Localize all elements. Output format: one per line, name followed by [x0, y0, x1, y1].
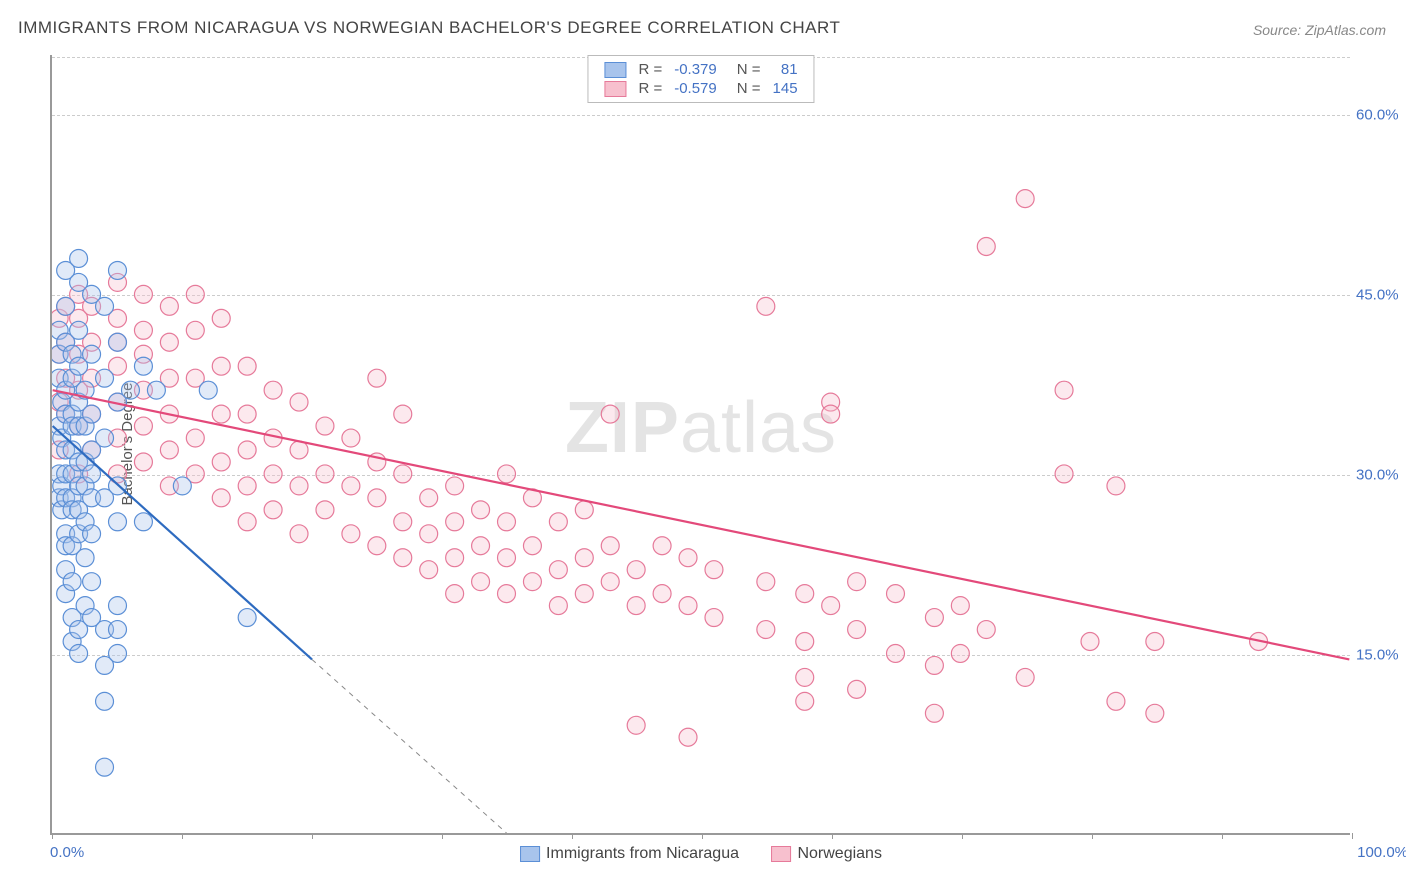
x-axis-start-label: 0.0%: [50, 844, 84, 861]
legend-item-norwegians: Norwegians: [771, 845, 881, 863]
n-label: N =: [723, 60, 767, 79]
x-tick: [52, 833, 53, 839]
r-value-norwegians: -0.579: [668, 79, 723, 98]
r-label: R =: [632, 79, 668, 98]
plot-area: Bachelor's Degree ZIPatlas R = -0.379 N …: [50, 55, 1350, 835]
scatter-svg: [52, 55, 1350, 833]
legend-label-norwegians: Norwegians: [797, 845, 881, 862]
legend-label-nicaragua: Immigrants from Nicaragua: [546, 845, 739, 862]
legend-row-norwegians: R = -0.579 N = 145: [598, 79, 803, 98]
x-tick: [1222, 833, 1223, 839]
chart-title: IMMIGRANTS FROM NICARAGUA VS NORWEGIAN B…: [18, 18, 840, 38]
x-axis-end-label: 100.0%: [1357, 844, 1406, 861]
x-tick: [442, 833, 443, 839]
y-tick-label: 60.0%: [1356, 107, 1406, 124]
x-tick: [832, 833, 833, 839]
x-tick: [312, 833, 313, 839]
x-tick: [702, 833, 703, 839]
swatch-norwegians-bottom: [771, 846, 791, 862]
swatch-norwegians: [604, 81, 626, 97]
swatch-nicaragua: [604, 62, 626, 78]
series-legend: Immigrants from Nicaragua Norwegians: [506, 845, 896, 863]
x-tick: [572, 833, 573, 839]
n-value-nicaragua: 81: [767, 60, 804, 79]
source-prefix: Source:: [1253, 22, 1305, 38]
y-tick-label: 30.0%: [1356, 467, 1406, 484]
swatch-nicaragua-bottom: [520, 846, 540, 862]
r-label: R =: [632, 60, 668, 79]
source-name: ZipAtlas.com: [1305, 22, 1386, 38]
n-value-norwegians: 145: [767, 79, 804, 98]
x-tick: [1352, 833, 1353, 839]
legend-row-nicaragua: R = -0.379 N = 81: [598, 60, 803, 79]
r-value-nicaragua: -0.379: [668, 60, 723, 79]
x-tick: [962, 833, 963, 839]
y-tick-label: 15.0%: [1356, 647, 1406, 664]
x-tick: [1092, 833, 1093, 839]
legend-item-nicaragua: Immigrants from Nicaragua: [520, 845, 739, 863]
correlation-legend: R = -0.379 N = 81 R = -0.579 N = 145: [587, 55, 814, 103]
x-tick: [182, 833, 183, 839]
n-label: N =: [723, 79, 767, 98]
y-tick-label: 45.0%: [1356, 287, 1406, 304]
source-attribution: Source: ZipAtlas.com: [1253, 22, 1386, 38]
